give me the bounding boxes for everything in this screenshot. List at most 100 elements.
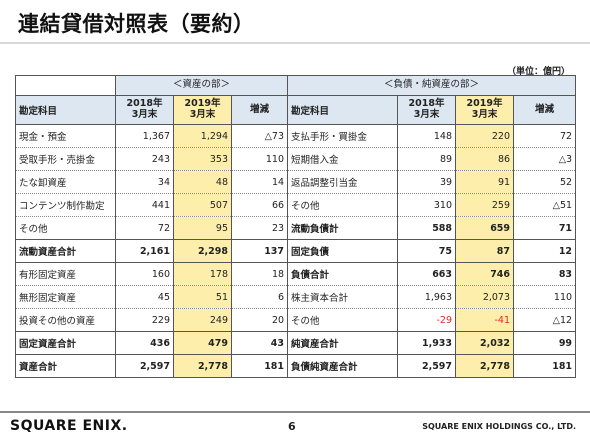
table-row: 固定資産合計 436 479 43 純資産合計 1,933 2,032 99	[15, 331, 577, 355]
liability-2018-value: -29	[397, 308, 457, 332]
asset-change-value: 14	[230, 170, 289, 194]
footer-divider	[0, 411, 590, 413]
asset-2018-value: 34	[115, 170, 174, 194]
liability-change-value: 99	[513, 331, 577, 355]
liability-account: 純資産合計	[287, 331, 399, 355]
assets-group-header: ＜資産の部＞	[114, 75, 289, 96]
liability-account: 支払手形・買掛金	[287, 124, 399, 148]
column-header-row: 勘定科目 2018年 3月末 2019年 3月末 増減 勘定科目 2018年 3月末 …	[15, 95, 577, 125]
liability-change-value: 181	[513, 354, 577, 378]
liability-2018-value: 39	[397, 170, 457, 194]
liability-2018-value: 588	[397, 216, 457, 240]
liability-change-value: 12	[513, 239, 577, 263]
asset-2019-value: 2,298	[173, 239, 232, 263]
liability-2019-value: 2,032	[455, 331, 515, 355]
asset-2018-value: 1,367	[115, 124, 174, 148]
liability-2019-value: 2,778	[455, 354, 515, 378]
liability-2018-value: 89	[397, 147, 457, 171]
asset-account: 流動資産合計	[15, 239, 116, 263]
asset-account: たな卸資産	[15, 170, 116, 194]
asset-account: 受取手形・売掛金	[15, 147, 116, 171]
table-row: たな卸資産 34 48 14 返品調整引当金 39 91 52	[15, 170, 577, 194]
header-account-liabilities: 勘定科目	[287, 95, 399, 125]
header-change-liabilities: 増減	[513, 95, 577, 125]
liabilities-group-header: ＜負債・純資産の部＞	[287, 75, 577, 96]
table-row: その他 72 95 23 流動負債計 588 659 71	[15, 216, 577, 240]
liability-2019-value: 746	[455, 262, 515, 286]
asset-2019-value: 2,778	[173, 354, 232, 378]
table-row: 受取手形・売掛金 243 353 110 短期借入金 89 86 △3	[15, 147, 577, 171]
liability-account: 流動負債計	[287, 216, 399, 240]
company-name: SQUARE ENIX HOLDINGS CO., LTD.	[422, 422, 576, 431]
asset-2018-value: 45	[115, 285, 174, 309]
header-change-assets: 増減	[230, 95, 289, 125]
liability-2018-value: 310	[397, 193, 457, 217]
liability-change-value: 72	[513, 124, 577, 148]
asset-2018-value: 243	[115, 147, 174, 171]
asset-account: 有形固定資産	[15, 262, 116, 286]
liability-account: 固定負債	[287, 239, 399, 263]
header-2019-liabilities: 2019年 3月末	[455, 95, 515, 125]
liability-account: 返品調整引当金	[287, 170, 399, 194]
liability-2019-value: 659	[455, 216, 515, 240]
liability-2019-value: 259	[455, 193, 515, 217]
asset-change-value: 137	[230, 239, 289, 263]
asset-account: コンテンツ制作勘定	[15, 193, 116, 217]
header-2019-assets: 2019年 3月末	[173, 95, 232, 125]
asset-account: 無形固定資産	[15, 285, 116, 309]
balance-sheet-table: ＜資産の部＞ ＜負債・純資産の部＞ 勘定科目 2018年 3月末 2019年 3月末…	[15, 75, 577, 378]
liability-2019-value: -41	[455, 308, 515, 332]
table-row: コンテンツ制作勘定 441 507 66 その他 310 259 △51	[15, 193, 577, 217]
asset-2018-value: 436	[115, 331, 174, 355]
asset-2018-value: 229	[115, 308, 174, 332]
liability-account: その他	[287, 193, 399, 217]
title-divider	[0, 42, 590, 44]
square-enix-logo: SQUARE ENIX.	[10, 418, 128, 434]
asset-2018-value: 160	[115, 262, 174, 286]
asset-change-value: 43	[230, 331, 289, 355]
blank-cell	[15, 75, 116, 96]
asset-2018-value: 72	[115, 216, 174, 240]
header-2018-liabilities: 2018年 3月末	[397, 95, 457, 125]
liability-change-value: 83	[513, 262, 577, 286]
asset-change-value: 181	[230, 354, 289, 378]
table-row: 投資その他の資産 229 249 20 その他 -29 -41 △12	[15, 308, 577, 332]
asset-account: 投資その他の資産	[15, 308, 116, 332]
asset-2019-value: 95	[173, 216, 232, 240]
liability-2018-value: 663	[397, 262, 457, 286]
asset-change-value: 6	[230, 285, 289, 309]
liability-2019-value: 91	[455, 170, 515, 194]
header-2018-assets: 2018年 3月末	[115, 95, 174, 125]
table-row: 無形固定資産 45 51 6 株主資本合計 1,963 2,073 110	[15, 285, 577, 309]
liability-2018-value: 1,963	[397, 285, 457, 309]
asset-2019-value: 51	[173, 285, 232, 309]
unit-label: （単位：億円）	[506, 67, 570, 77]
liability-2019-value: 87	[455, 239, 515, 263]
liability-2019-value: 86	[455, 147, 515, 171]
liability-change-value: 110	[513, 285, 577, 309]
liability-account: 短期借入金	[287, 147, 399, 171]
liability-account: 株主資本合計	[287, 285, 399, 309]
liability-2018-value: 148	[397, 124, 457, 148]
asset-account: 現金・預金	[15, 124, 116, 148]
liability-2019-value: 220	[455, 124, 515, 148]
footer: SQUARE ENIX. 6 SQUARE ENIX HOLDINGS CO.,…	[0, 413, 590, 443]
page-number: 6	[288, 420, 296, 433]
asset-2019-value: 249	[173, 308, 232, 332]
asset-change-value: 20	[230, 308, 289, 332]
asset-2019-value: 479	[173, 331, 232, 355]
asset-change-value: 110	[230, 147, 289, 171]
liability-change-value: △51	[513, 193, 577, 217]
table-row: 流動資産合計 2,161 2,298 137 固定負債 75 87 12	[15, 239, 577, 263]
liability-account: その他	[287, 308, 399, 332]
asset-2018-value: 2,161	[115, 239, 174, 263]
header-account-assets: 勘定科目	[15, 95, 116, 125]
table-row: 現金・預金 1,367 1,294 △73 支払手形・買掛金 148 220 72	[15, 124, 577, 148]
liability-2018-value: 1,933	[397, 331, 457, 355]
asset-2019-value: 48	[173, 170, 232, 194]
asset-change-value: 66	[230, 193, 289, 217]
liability-change-value: 52	[513, 170, 577, 194]
liability-change-value: △3	[513, 147, 577, 171]
asset-change-value: 18	[230, 262, 289, 286]
liability-account: 負債合計	[287, 262, 399, 286]
